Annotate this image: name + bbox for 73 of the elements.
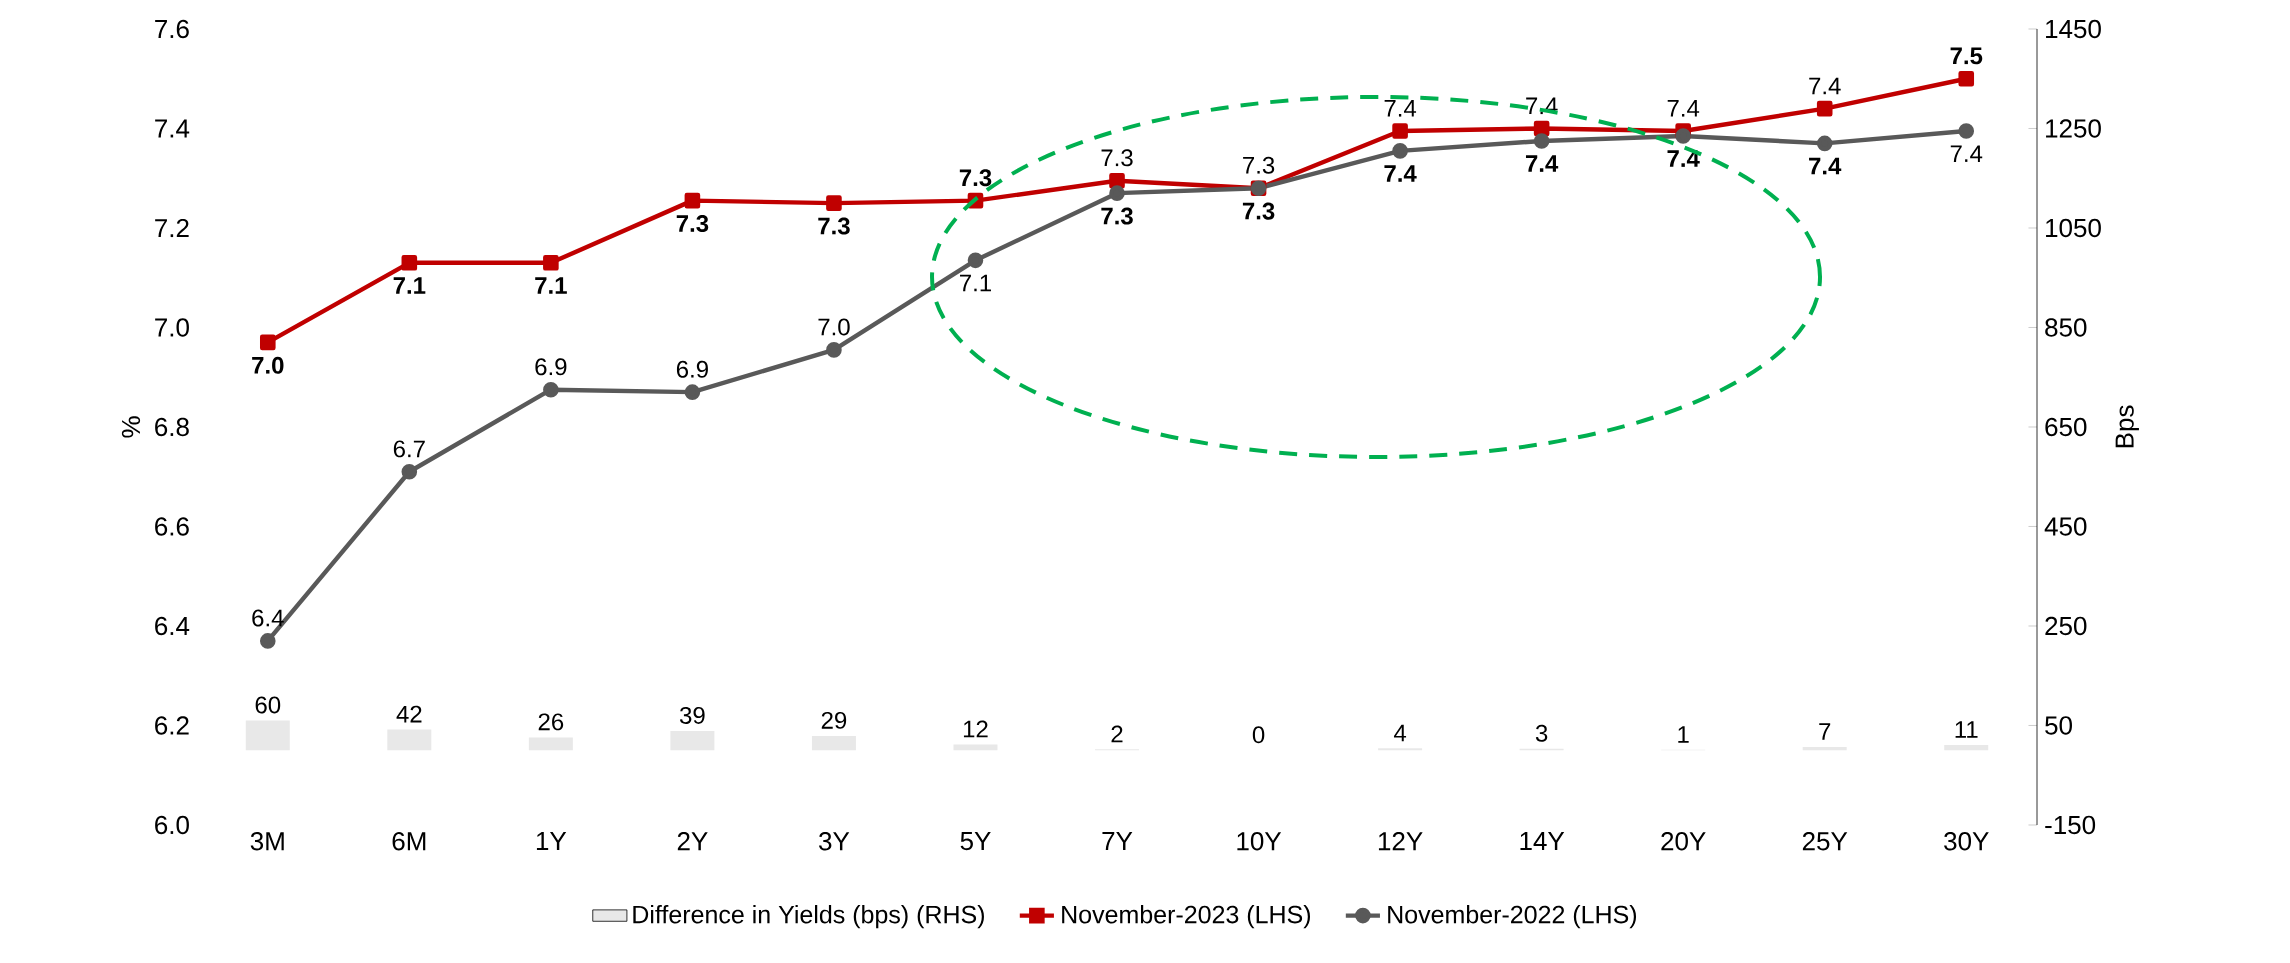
data-label: 6.7 [393,440,425,458]
legend-label: November-2023 (LHS) [1062,905,1311,929]
data-label: 60 [255,696,281,714]
data-label: 7.0 [252,356,284,374]
x-tick-label: 3Y [819,832,850,851]
data-label: 39 [679,706,705,724]
legend-label: Difference in Yields (bps) (RHS) [633,905,984,929]
data-label: 29 [821,711,847,729]
data-label: 1 [1678,726,1689,743]
y2-tick-label: 1450 [2046,19,2101,39]
x-tick-label: 14Y [1520,832,1565,850]
data-label: 7 [1819,723,1831,740]
data-label: 7.3 [959,169,992,187]
data-label: 3 [1535,724,1548,742]
x-tick-label: 12Y [1378,832,1423,851]
data-label: 7.4 [1384,100,1417,117]
data-label: 7.4 [1525,155,1559,172]
x-tick-label: 5Y [960,832,991,851]
data-label: 4 [1393,724,1407,742]
y2-tick-label: -150 [2045,815,2096,835]
y2-axis-title: Bps [2115,405,2139,448]
x-tick-label: 10Y [1237,832,1282,851]
data-label: 7.0 [818,318,850,336]
data-label: 42 [396,705,422,723]
x-tick-label: 6M [392,832,426,851]
data-label: 6.4 [252,609,284,627]
data-label: 7.3 [1243,156,1275,174]
y-tick-label: 7.4 [155,119,190,138]
x-tick-label: 20Y [1661,832,1706,851]
y2-tick-label: 650 [2045,417,2087,437]
data-label: 7.3 [676,215,709,233]
data-label: 7.5 [1950,47,1983,65]
x-tick-label: 2Y [677,832,708,851]
data-label: 11 [1955,721,1978,738]
data-label: 12 [963,720,988,738]
y-tick-label: 7.6 [155,19,189,39]
data-label: 7.1 [535,277,567,294]
data-label: 7.4 [1667,100,1700,117]
y-tick-label: 6.8 [155,417,189,437]
y-tick-label: 6.2 [155,716,189,735]
x-tick-label: 30Y [1944,832,1989,851]
data-label: 7.1 [960,274,991,292]
data-label: 7.4 [1809,157,1842,175]
y2-tick-label: 1050 [2046,218,2101,238]
data-label: 26 [538,713,564,731]
data-label: 7.3 [1101,207,1133,225]
y2-tick-label: 1250 [2046,119,2101,138]
data-label: 7.4 [1384,165,1417,182]
y-tick-label: 6.0 [155,815,189,835]
x-tick-label: 3M [250,832,284,851]
y-tick-label: 6.4 [155,616,190,636]
y-tick-label: 7.2 [155,218,189,238]
data-label: 2 [1111,725,1123,743]
y-tick-label: 6.6 [155,517,189,536]
data-label: 6.9 [676,360,708,378]
y2-tick-label: 850 [2045,318,2087,337]
y-tick-label: 7.0 [155,318,189,337]
data-label: 6.9 [535,358,567,376]
data-label: 7.3 [818,217,850,235]
x-tick-label: 1Y [536,832,567,850]
y2-tick-label: 50 [2045,716,2072,735]
legend-label: November-2022 (LHS) [1388,905,1637,929]
data-label: 7.3 [1242,202,1275,220]
x-tick-label: 7Y [1102,832,1133,850]
y2-tick-label: 450 [2044,517,2087,536]
data-label: 7.1 [393,277,426,294]
data-label: 0 [1252,726,1265,744]
data-label: 7.3 [1101,149,1133,167]
x-tick-label: 25Y [1802,832,1848,851]
y2-tick-label: 250 [2045,616,2087,636]
data-label: 7.4 [1809,77,1841,95]
data-label: 7.4 [1950,145,1983,162]
y-axis-title: % [121,416,141,438]
